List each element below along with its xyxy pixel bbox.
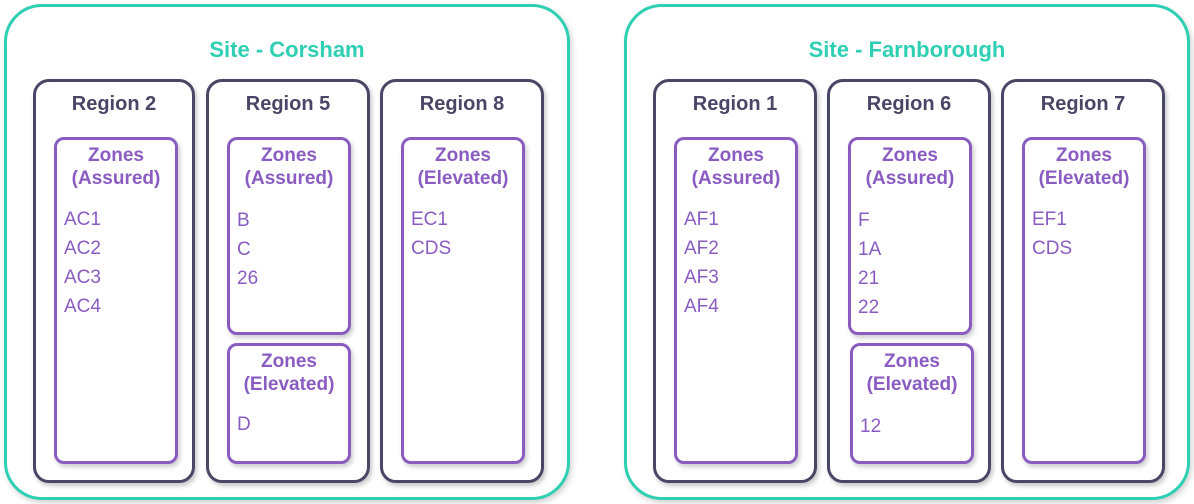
zone-title-line2: (Assured) [244,168,334,189]
zone-item: 22 [858,297,880,318]
zone-title-line2: (Assured) [865,168,955,189]
zone-item: CDS [1032,238,1073,259]
zone-title: Zones (Assured) [230,144,348,190]
zone-title-line1: Zones [882,145,938,166]
zone-item-list: EF1 CDS [1032,205,1072,263]
zone-item: AF4 [684,296,719,317]
zone-item: D [237,414,251,435]
region-1: Region 1 Zones (Assured) AF1 AF2 AF3 AF4 [653,79,817,483]
zone-item: 26 [237,268,259,289]
zone-title-line2: (Elevated) [1038,168,1130,189]
region-5: Region 5 Zones (Assured) B C 26 Zones (E… [206,79,370,483]
zone-item: F [858,210,870,231]
zone-item: 1A [858,239,882,260]
zone-title: Zones (Assured) [851,144,969,190]
region-2: Region 2 Zones (Assured) AC1 AC2 AC3 AC4 [33,79,195,483]
zone-item: AF2 [684,238,719,259]
region-title: Region 7 [1040,93,1126,115]
zone-title-line2: (Elevated) [417,168,509,189]
region-8: Region 8 Zones (Elevated) EC1 CDS [380,79,544,483]
zone-item: AC1 [64,209,101,230]
region-6: Region 6 Zones (Assured) F 1A 21 22 Zone… [827,79,991,483]
zone-item-list: AC1 AC2 AC3 AC4 [64,205,101,321]
zone-title-line1: Zones [261,145,317,166]
site-farnborough: Site - Farnborough Region 1 Zones (Assur… [624,4,1190,500]
zone-title: Zones (Assured) [677,144,795,190]
zone-item-list: 12 [860,412,881,441]
zone-item: B [237,210,250,231]
region-title: Region 1 [692,93,778,115]
zone-title: Zones (Elevated) [853,350,971,396]
zone-item: EC1 [411,209,448,230]
site-title: Site - Farnborough [808,37,1006,62]
zone-item: AC2 [64,238,101,259]
zone-item-list: EC1 CDS [411,205,451,263]
zones-elevated-box: Zones (Elevated) D [227,343,351,464]
zone-item: AF3 [684,267,719,288]
zone-item: 21 [858,268,880,289]
zone-item: AC4 [64,296,101,317]
zone-title-line2: (Assured) [71,168,161,189]
zone-title-line1: Zones [88,145,144,166]
zone-title-line2: (Elevated) [866,374,958,395]
zone-title: Zones (Elevated) [404,144,522,190]
zone-title-line2: (Elevated) [243,374,335,395]
zone-item-list: B C 26 [237,206,258,293]
zone-item: AF1 [684,209,719,230]
zones-assured-box: Zones (Assured) B C 26 [227,137,351,335]
region-title: Region 6 [866,93,952,115]
zones-assured-box: Zones (Assured) F 1A 21 22 [848,137,972,335]
zone-item: 12 [860,416,882,437]
zone-item: CDS [411,238,452,259]
zones-elevated-box: Zones (Elevated) EF1 CDS [1022,137,1146,464]
zone-title: Zones (Elevated) [230,350,348,396]
region-title: Region 5 [245,93,331,115]
zone-item: AC3 [64,267,101,288]
zone-title-line1: Zones [884,351,940,372]
zone-item-list: D [237,410,251,439]
zone-item: C [237,239,251,260]
zones-assured-box: Zones (Assured) AC1 AC2 AC3 AC4 [54,137,178,464]
zone-title-line1: Zones [261,351,317,372]
region-title: Region 2 [71,93,157,115]
zone-title: Zones (Elevated) [1025,144,1143,190]
zone-title-line2: (Assured) [691,168,781,189]
zones-elevated-box: Zones (Elevated) 12 [850,343,974,464]
zones-assured-box: Zones (Assured) AF1 AF2 AF3 AF4 [674,137,798,464]
zone-item: EF1 [1032,209,1067,230]
site-corsham: Site - Corsham Region 2 Zones (Assured) … [4,4,570,500]
zone-item-list: AF1 AF2 AF3 AF4 [684,205,719,321]
zone-title-line1: Zones [708,145,764,166]
zone-title-line1: Zones [1056,145,1112,166]
zones-elevated-box: Zones (Elevated) EC1 CDS [401,137,525,464]
zone-title-line1: Zones [435,145,491,166]
region-7: Region 7 Zones (Elevated) EF1 CDS [1001,79,1165,483]
zone-title: Zones (Assured) [57,144,175,190]
zone-item-list: F 1A 21 22 [858,206,881,322]
site-title: Site - Corsham [209,37,365,62]
region-title: Region 8 [419,93,505,115]
